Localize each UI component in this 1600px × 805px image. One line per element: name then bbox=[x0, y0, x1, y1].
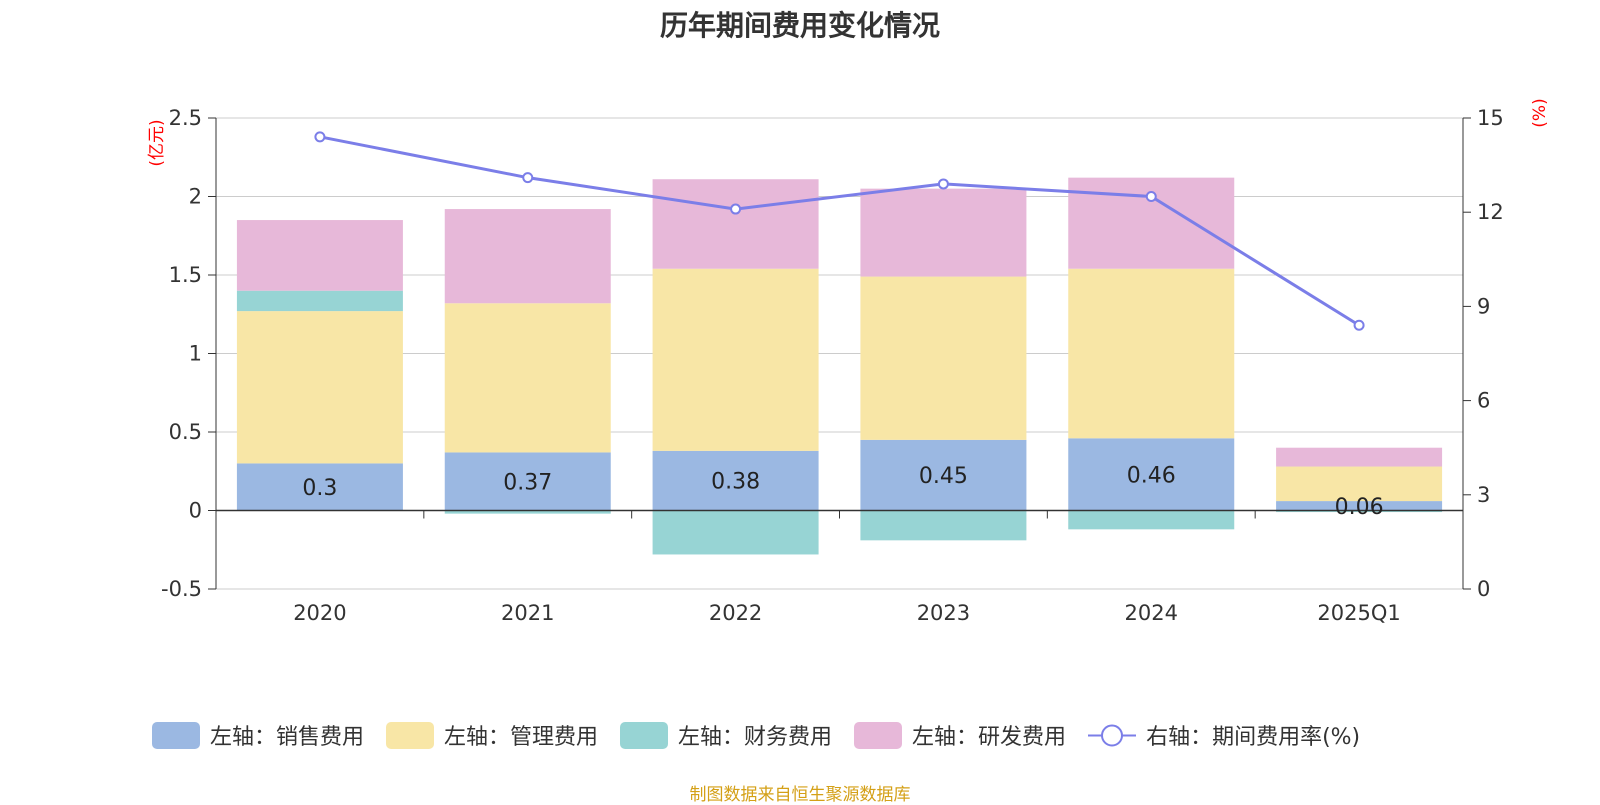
bar-admin-2022 bbox=[652, 268, 819, 451]
bar-admin-2025Q1 bbox=[1276, 466, 1443, 502]
legend-label-sales: 左轴：销售费用 bbox=[210, 725, 365, 750]
y-left-unit-label: (亿元) bbox=[147, 119, 167, 166]
y-right-tick-label: 6 bbox=[1477, 389, 1490, 413]
legend-label-admin: 左轴：管理费用 bbox=[444, 725, 599, 750]
bar-data-label: 0.06 bbox=[1335, 495, 1384, 520]
bar-data-label: 0.45 bbox=[919, 464, 968, 489]
y-right-tick-label: 15 bbox=[1477, 106, 1504, 130]
bar-sales-2022 bbox=[652, 450, 819, 511]
chart-title: 历年期间费用变化情况 bbox=[659, 9, 940, 42]
legend-swatch-finance bbox=[620, 721, 669, 749]
legend-line-marker-icon bbox=[1088, 724, 1137, 746]
rate-point-2024 bbox=[1145, 191, 1157, 202]
y-left-tick-label: 0 bbox=[189, 499, 202, 523]
rate-point-2025Q1 bbox=[1353, 319, 1365, 331]
legend-label-rate: 右轴：期间费用率(%) bbox=[1146, 725, 1361, 750]
legend-label-rd: 左轴：研发费用 bbox=[912, 725, 1067, 750]
y-left-tick-label: -0.5 bbox=[161, 577, 202, 601]
bar-rd-2020 bbox=[236, 220, 403, 291]
y-left-tick-label: 1.5 bbox=[169, 263, 202, 287]
bar-data-label: 0.37 bbox=[503, 470, 552, 495]
legend-item-sales[interactable]: 左轴：销售费用 bbox=[152, 719, 364, 751]
bar-admin-2023 bbox=[860, 276, 1027, 440]
x-tick-label: 2025Q1 bbox=[1317, 601, 1400, 625]
legend: 左轴：销售费用 左轴：管理费用 左轴：财务费用 左轴：研发费用 右轴：期间费用率… bbox=[152, 719, 1382, 751]
y-left-tick-label: 2.5 bbox=[169, 106, 202, 130]
legend-item-rd[interactable]: 左轴：研发费用 bbox=[854, 719, 1066, 751]
legend-label-finance: 左轴：财务费用 bbox=[678, 725, 833, 750]
y-right-tick-label: 9 bbox=[1477, 294, 1490, 318]
bar-sales-2023 bbox=[860, 439, 1027, 511]
x-tick-label: 2021 bbox=[501, 601, 554, 625]
bar-rd-2021 bbox=[444, 209, 611, 304]
rate-point-2020 bbox=[314, 131, 326, 143]
x-tick-label: 2022 bbox=[709, 601, 762, 625]
rate-point-2022 bbox=[730, 203, 742, 215]
bar-rd-2025Q1 bbox=[1276, 447, 1443, 467]
bar-data-label: 0.38 bbox=[711, 470, 760, 495]
bar-data-label: 0.46 bbox=[1127, 463, 1176, 488]
bar-sales-2024 bbox=[1068, 438, 1235, 511]
bar-rd-2023 bbox=[860, 188, 1027, 277]
bar-finance-2024 bbox=[1068, 510, 1235, 530]
legend-swatch-rd bbox=[854, 721, 903, 749]
bar-sales-2021 bbox=[444, 452, 611, 511]
bar-finance-2020 bbox=[236, 290, 403, 312]
bar-finance-2021 bbox=[444, 510, 611, 514]
bar-sales-2025Q1 bbox=[1276, 501, 1443, 511]
bar-sales-2020 bbox=[236, 463, 403, 511]
y-right-tick-label: 12 bbox=[1477, 200, 1504, 224]
x-tick-label: 2020 bbox=[293, 601, 346, 625]
legend-item-rate[interactable]: 右轴：期间费用率(%) bbox=[1088, 719, 1360, 751]
rate-point-2021 bbox=[522, 172, 534, 184]
data-source-note: 制图数据来自恒生聚源数据库 bbox=[689, 785, 911, 805]
y-left-tick-label: 1 bbox=[189, 342, 202, 366]
line-rate-series bbox=[319, 135, 1360, 327]
y-left-tick-label: 2 bbox=[189, 185, 202, 209]
y-right-tick-label: 0 bbox=[1477, 577, 1490, 601]
bar-admin-2020 bbox=[236, 311, 403, 464]
legend-swatch-sales bbox=[152, 721, 200, 749]
chart-area: -0.5 0 0.5 1 1.5 2 2.5 0 3 6 9 12 15 (亿元) (%) 0.3 0.37 0.… bbox=[147, 98, 1550, 625]
x-tick-label: 2024 bbox=[1125, 601, 1178, 625]
bar-finance-2022 bbox=[652, 510, 819, 555]
rate-point-2023 bbox=[937, 178, 949, 190]
bar-admin-2024 bbox=[1068, 268, 1235, 439]
bar-admin-2021 bbox=[444, 303, 611, 453]
x-tick-label: 2023 bbox=[917, 601, 970, 625]
bar-finance-2025Q1 bbox=[1276, 510, 1443, 513]
y-right-tick-label: 3 bbox=[1477, 483, 1490, 507]
y-left-tick-label: 0.5 bbox=[169, 420, 202, 444]
bar-data-label: 0.3 bbox=[302, 476, 337, 501]
y-right-unit-label: (%) bbox=[1530, 98, 1550, 127]
legend-swatch-admin bbox=[386, 721, 435, 749]
bar-rd-2022 bbox=[652, 179, 819, 269]
bar-finance-2023 bbox=[860, 510, 1027, 541]
legend-item-finance[interactable]: 左轴：财务费用 bbox=[620, 719, 832, 751]
legend-item-admin[interactable]: 左轴：管理费用 bbox=[386, 719, 598, 751]
